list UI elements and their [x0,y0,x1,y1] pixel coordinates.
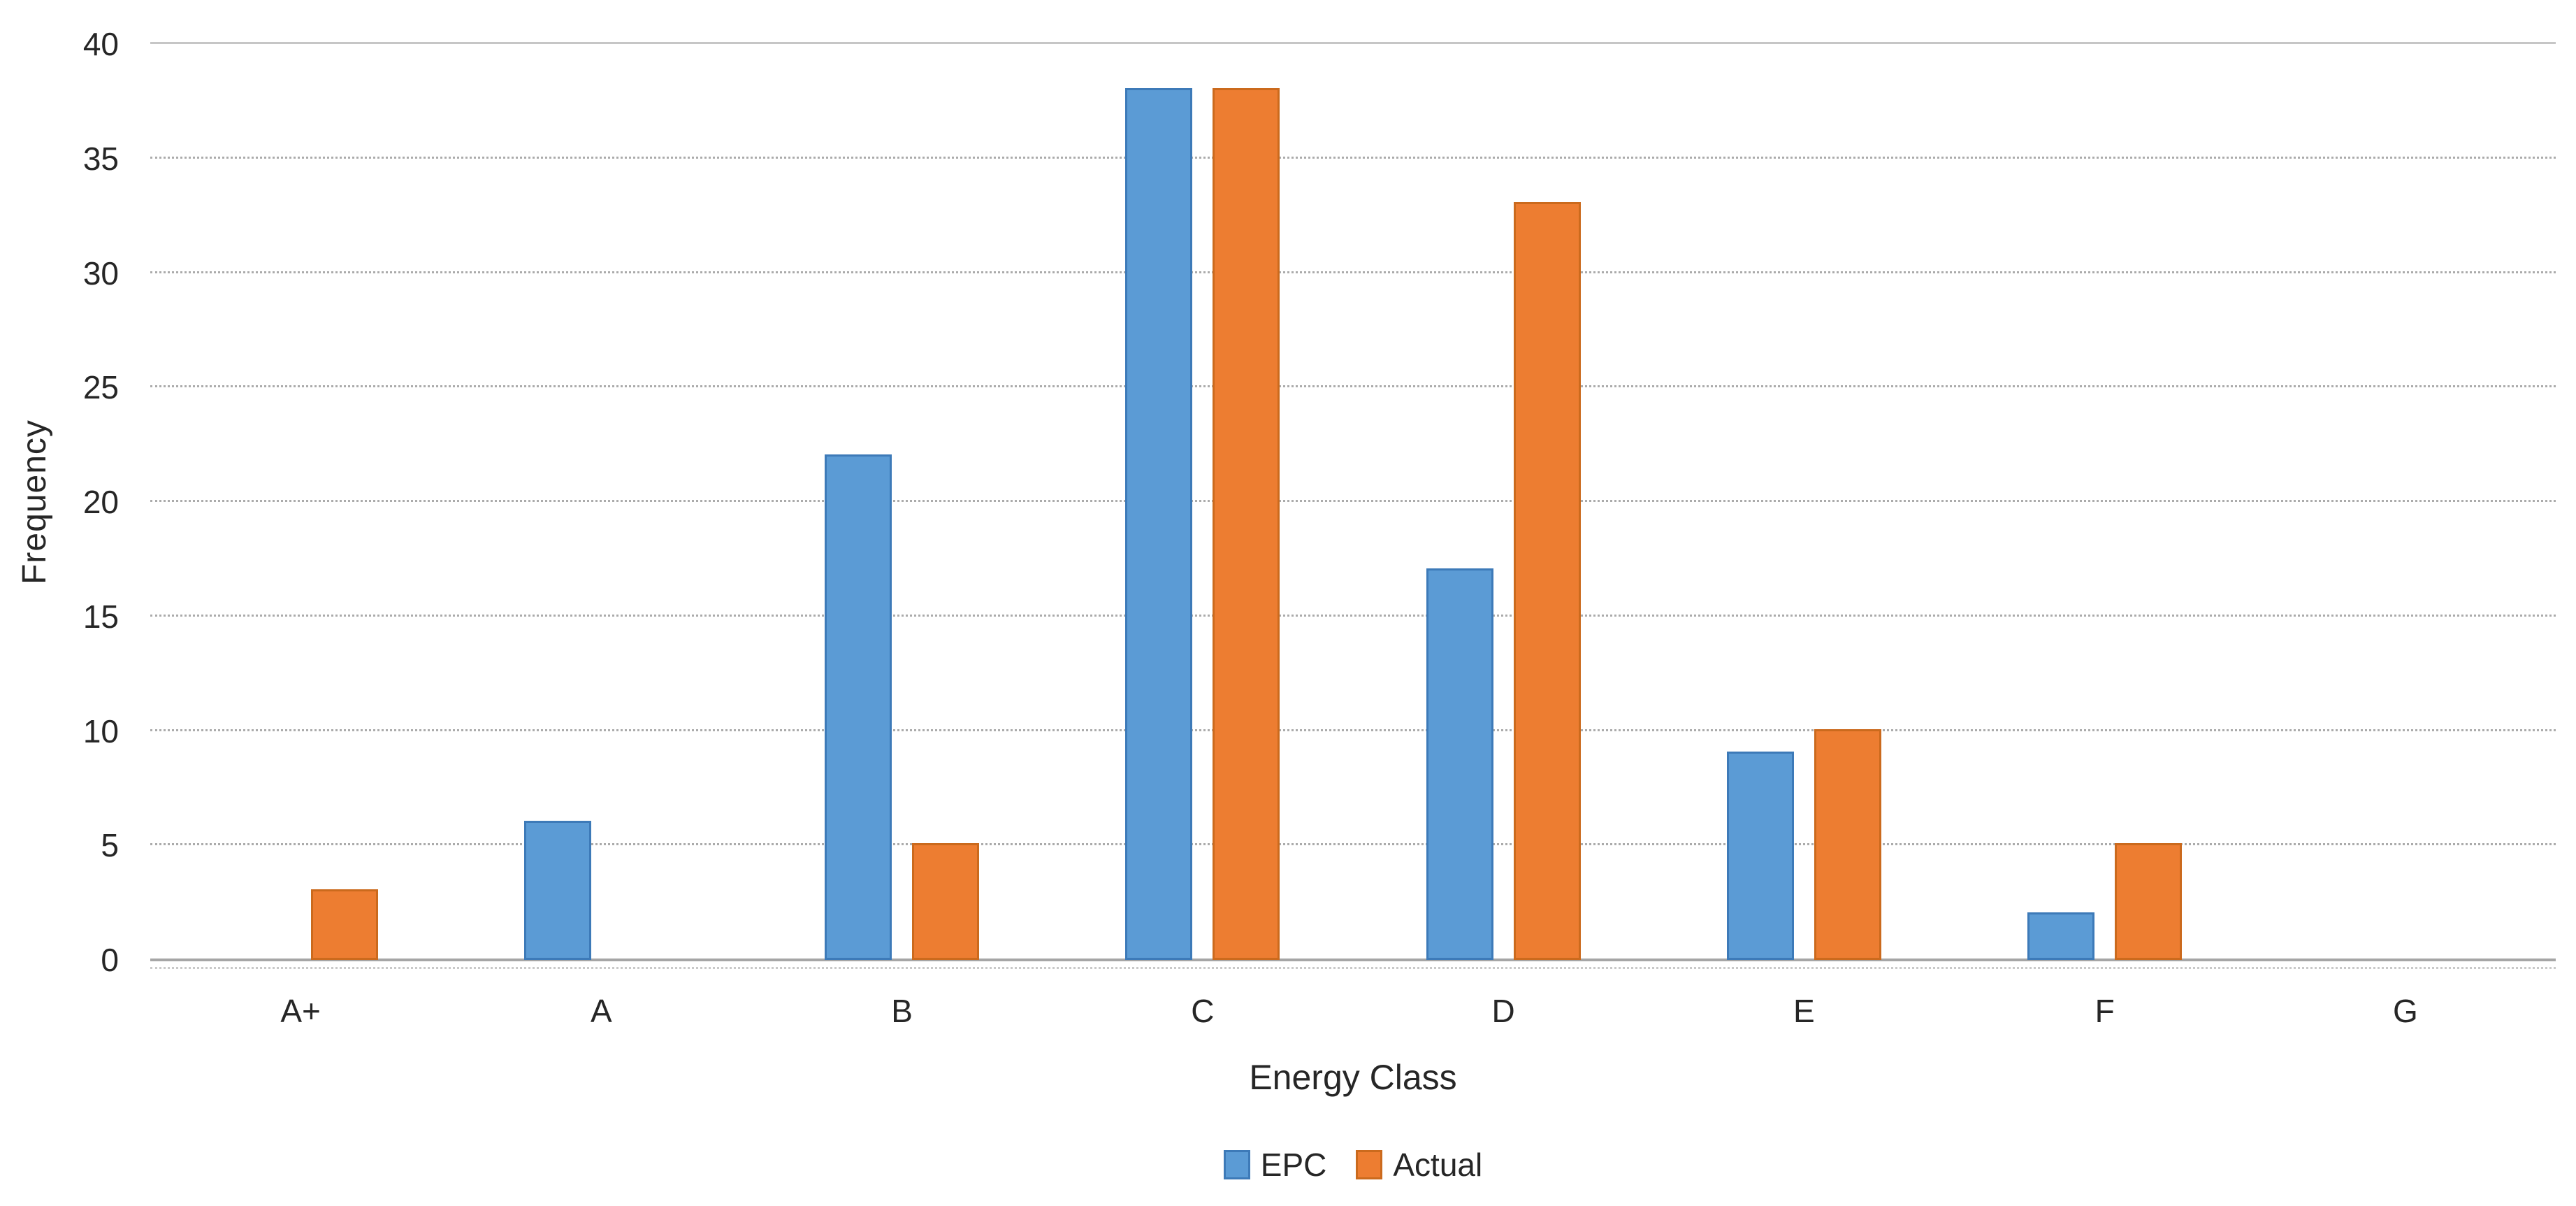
legend-label-epc: EPC [1260,1147,1327,1183]
bar-actual-a+ [310,889,378,960]
y-tick-label-10: 10 [82,712,119,749]
y-tick-label-25: 25 [82,369,119,406]
bar-actual-d [1513,202,1581,960]
y-tick-label-15: 15 [82,598,119,635]
x-axis-title: Energy Class [1249,1058,1457,1097]
bar-epc-e [1726,752,1794,960]
bar-epc-b [825,454,892,960]
y-tick-label-30: 30 [82,254,119,292]
x-tick-label-f: F [2094,993,2115,1029]
legend-item-epc: EPC [1223,1147,1327,1183]
y-tick-label-0: 0 [101,942,119,978]
legend-item-actual: Actual [1356,1148,1482,1182]
gridline-35 [150,156,2556,159]
bar-actual-f [2115,843,2183,960]
bar-epc-a [523,820,591,960]
gridline-40 [150,42,2556,44]
legend-label-actual: Actual [1393,1147,1483,1183]
x-tick-label-c: C [1191,993,1215,1029]
bar-epc-f [2027,912,2095,960]
gridline-25 [150,385,2556,388]
bar-epc-d [1426,568,1493,960]
y-tick-label-20: 20 [82,484,119,520]
x-axis-tick-labels: A+ A B C D E F G [150,991,2556,1031]
bar-actual-b [912,843,980,960]
legend-swatch-epc [1223,1150,1250,1179]
bar-actual-c [1213,87,1280,960]
plot-area [150,42,2556,969]
bar-epc-c [1125,87,1193,960]
x-axis-line [150,959,2556,961]
legend-swatch-actual [1356,1150,1383,1179]
gridline-20 [150,500,2556,502]
x-axis-dotted-underline [150,967,2556,969]
y-tick-label-40: 40 [82,26,119,62]
y-tick-label-35: 35 [82,140,119,177]
gridline-10 [150,728,2556,731]
x-tick-label-d: D [1491,993,1515,1029]
y-tick-label-5: 5 [101,827,119,864]
gridline-15 [150,614,2556,617]
x-tick-label-a+: A+ [280,993,321,1029]
x-tick-label-e: E [1793,993,1815,1029]
bar-actual-e [1814,728,1881,960]
gridline-5 [150,843,2556,846]
x-tick-label-b: B [891,993,913,1029]
chart-legend: EPC Actual [150,1148,2556,1182]
y-axis-tick-labels: 0 5 10 15 20 25 30 35 40 [14,28,119,976]
gridline-30 [150,271,2556,273]
x-tick-label-a: A [591,993,612,1029]
x-tick-label-g: G [2392,993,2418,1029]
